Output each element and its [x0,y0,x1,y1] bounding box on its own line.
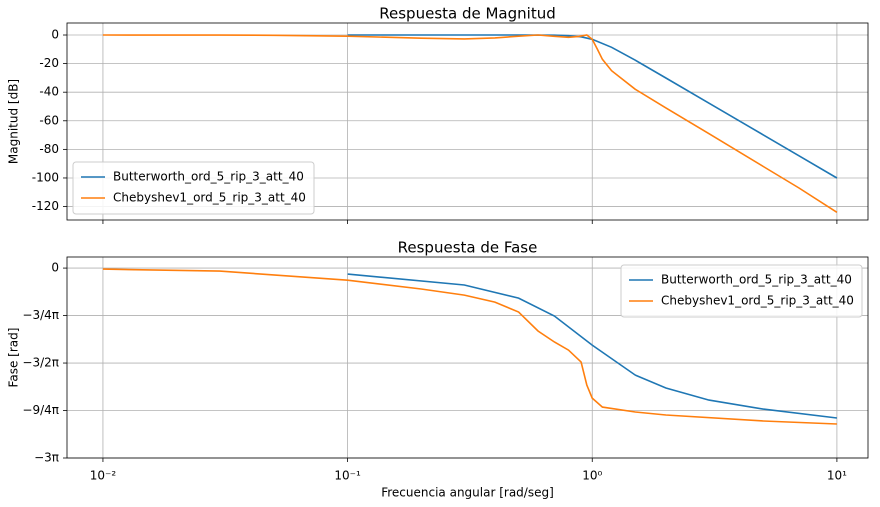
series-line [102,34,838,213]
x-tick-label: 10⁰ [582,469,602,483]
y-tick-label: -100 [32,170,59,184]
legend-label: Chebyshev1_ord_5_rip_3_att_40 [661,294,854,308]
y-tick-label: 0 [51,261,59,275]
y-tick-label: -120 [32,199,59,213]
legend: Butterworth_ord_5_rip_3_att_40 Chebyshev1… [72,161,315,215]
legend-label: Chebyshev1_ord_5_rip_3_att_40 [113,191,306,205]
y-tick-label: 0 [51,28,59,42]
y-tick-label: −3π [34,451,59,465]
legend-box [620,264,863,318]
x-tick-label: 10¹ [827,469,847,483]
y-axis-label: Magnitud [dB] [7,79,21,164]
x-axis-label: Frecuencia angular [rad/seg] [381,486,554,500]
y-tick-label: -60 [39,113,59,127]
y-tick-label: −9/4π [22,403,59,417]
x-tick-label: 10⁻² [90,469,117,483]
axes-frame [66,22,869,221]
legend-label: Butterworth_ord_5_rip_3_att_40 [113,170,304,184]
y-tick-label: −3/4π [22,308,59,322]
y-tick-label: -40 [39,85,59,99]
series-line [102,268,837,425]
series-line [347,273,837,419]
x-tick-label: 10⁻¹ [334,469,361,483]
chart-title: Respuesta de Magnitud [379,5,555,23]
legend-box [72,161,315,215]
y-tick-label: −3/2π [22,356,59,370]
axes-frame [66,256,869,459]
y-tick-label: -20 [39,56,59,70]
legend: Butterworth_ord_5_rip_3_att_40 Chebyshev1… [620,264,863,318]
y-tick-label: -80 [39,142,59,156]
chart-title: Respuesta de Fase [398,239,538,257]
y-axis-label: Fase [rad] [7,328,21,388]
legend-label: Butterworth_ord_5_rip_3_att_40 [661,273,852,287]
